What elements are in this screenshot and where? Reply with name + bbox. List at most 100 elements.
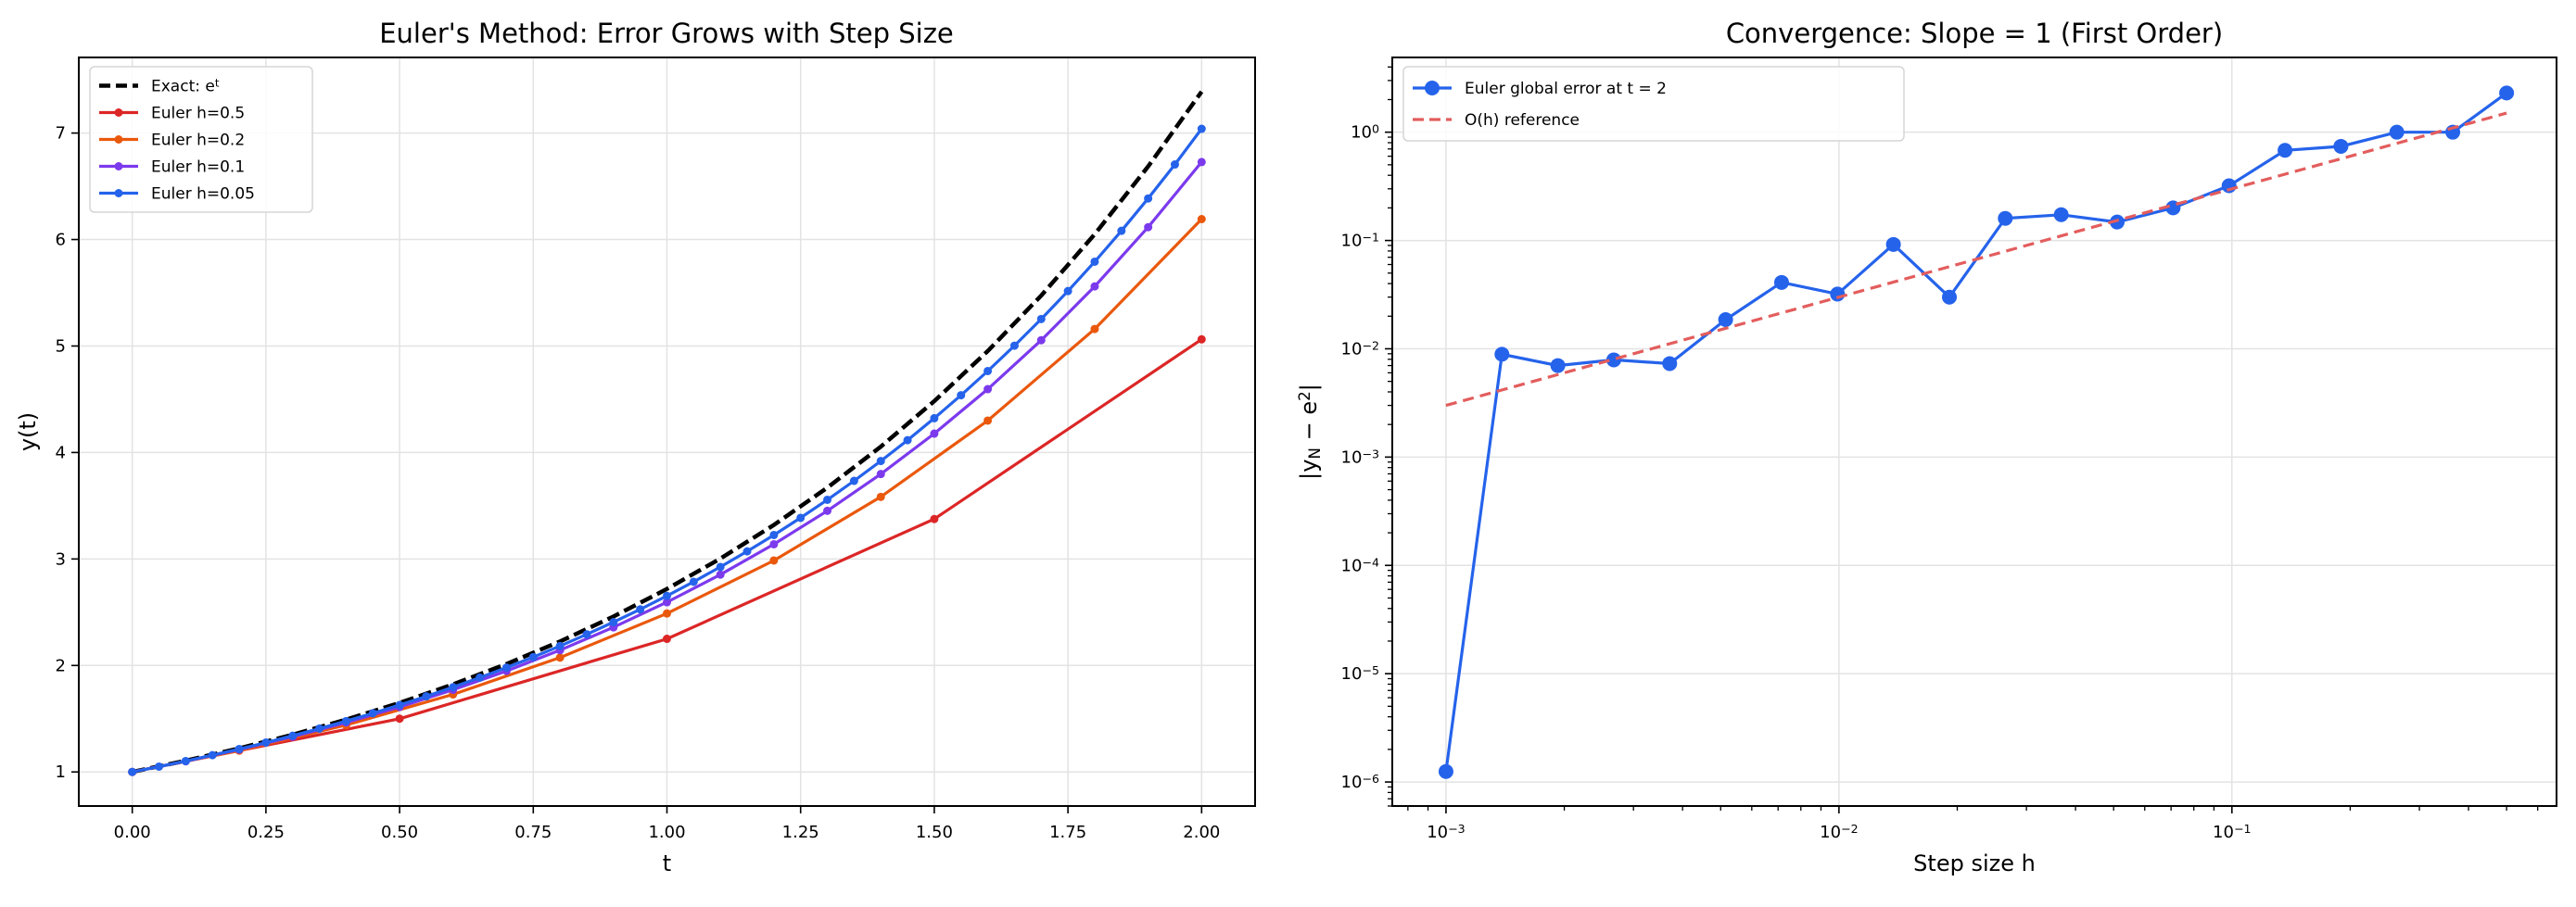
legend-label-euler-h-0-1: Euler h=0.1 [151,158,245,177]
data-point-euler-h-0-05 [1170,160,1179,170]
data-point-euler-global-error-at-t-2 [1942,289,1958,305]
y-tick-label: 3 [56,549,66,569]
y-tick-label: 4 [56,443,66,462]
data-point-euler-global-error-at-t-2 [1550,358,1566,373]
data-point-euler-h-0-05 [1144,194,1153,203]
data-point-euler-h-0-2 [1090,324,1099,334]
data-point-euler-h-0-05 [395,700,404,710]
axes-frame [78,57,1256,807]
data-point-euler-h-0-5 [930,514,939,523]
x-tick-label: 10−3 [1427,822,1465,842]
legend-marker-euler-h-0-05 [114,189,123,197]
legend-marker-euler-h-0-5 [114,108,123,117]
data-point-euler-h-0-2 [983,416,993,425]
data-point-euler-h-0-05 [689,577,698,586]
data-point-euler-global-error-at-t-2 [1605,352,1621,368]
data-point-euler-h-0-05 [582,630,591,639]
data-point-euler-h-0-1 [716,570,725,579]
legend-marker-euler-global-error-at-t-2 [1425,81,1440,95]
left-chart-title: Euler's Method: Error Grows with Step Si… [379,18,954,49]
data-point-euler-h-0-05 [769,530,779,539]
data-point-euler-h-0-05 [636,605,645,614]
y-tick-label: 7 [56,124,66,144]
x-tick-label: 0.25 [247,823,285,842]
y-axis-label: |yN − e2| [1295,384,1324,480]
data-point-euler-h-0-05 [716,562,725,572]
data-point-euler-global-error-at-t-2 [1718,311,1733,327]
data-point-euler-global-error-at-t-2 [1494,346,1510,362]
y-tick-label: 2 [56,656,66,675]
data-point-euler-h-0-05 [261,737,271,747]
y-tick-label: 10−4 [1341,555,1379,575]
data-point-euler-h-0-05 [422,692,431,701]
right-chart-title: Convergence: Slope = 1 (First Order) [1726,18,2223,49]
legend-label-euler-h-0-2: Euler h=0.2 [151,132,245,150]
left-chart-euler-solutions: Euler's Method: Error Grows with Step Si… [15,18,1256,876]
legend-label-euler-global-error-at-t-2: Euler global error at t = 2 [1465,80,1667,98]
data-point-euler-h-0-05 [823,495,832,504]
x-tick-label: 2.00 [1183,823,1220,842]
legend: Euler global error at t = 2 O(h) referenc… [1402,66,1905,142]
y-tick-label: 10−6 [1341,772,1379,792]
data-point-euler-h-0-05 [288,731,298,740]
y-tick-label: 10−3 [1341,447,1379,467]
legend: Exact: et Euler h=0.5 Euler h=0.2 Euler h=0… [89,66,313,213]
data-point-euler-h-0-05 [315,724,324,733]
data-point-euler-global-error-at-t-2 [1998,210,2013,226]
data-point-euler-h-0-05 [983,366,993,375]
data-point-euler-h-0-5 [1197,334,1206,344]
y-tick-label: 10−1 [1341,230,1379,250]
y-tick-label: 1 [56,762,66,782]
legend-label-euler-h-0-5: Euler h=0.5 [151,105,245,123]
data-point-euler-h-0-05 [903,435,912,445]
y-tick-label: 6 [56,231,66,250]
data-point-euler-h-0-05 [930,413,939,422]
series-line-exact-e-t [132,90,1204,775]
data-point-euler-global-error-at-t-2 [1438,763,1453,779]
data-point-euler-h-0-1 [1090,282,1099,291]
data-point-euler-global-error-at-t-2 [1773,274,1789,290]
data-point-euler-h-0-1 [1144,222,1153,232]
data-point-euler-h-0-05 [528,652,538,661]
data-point-euler-h-0-05 [235,744,244,753]
data-point-euler-h-0-2 [769,556,779,565]
data-point-euler-h-0-05 [957,391,966,400]
data-point-euler-h-0-05 [368,709,377,718]
data-point-euler-h-0-05 [742,547,752,556]
series-line-o-h-reference [1445,111,2507,408]
x-tick-label: 1.25 [782,823,819,842]
legend-marker-euler-h-0-1 [114,162,123,170]
data-point-euler-global-error-at-t-2 [1830,286,1846,302]
data-point-euler-h-0-05 [796,513,806,523]
data-point-euler-h-0-05 [476,673,485,682]
x-tick-label: 1.50 [916,823,953,842]
data-point-euler-global-error-at-t-2 [2053,207,2069,222]
x-axis-label: t [663,850,671,876]
data-point-euler-h-0-05 [1036,314,1046,323]
legend-label-exact-e-t: Exact: et [151,77,220,96]
data-point-euler-global-error-at-t-2 [2278,143,2293,158]
data-point-euler-h-0-1 [1036,335,1046,345]
data-point-euler-h-0-2 [663,609,671,618]
axes-frame [1391,57,2557,807]
y-tick-label: 10−5 [1341,663,1379,684]
data-point-euler-h-0-05 [155,762,164,771]
data-point-euler-h-0-5 [663,635,671,644]
data-point-euler-h-0-05 [876,457,885,466]
x-tick-label: 1.75 [1049,823,1086,842]
x-tick-label: 1.00 [648,823,685,842]
data-point-euler-h-0-05 [1117,226,1126,235]
y-tick-label: 5 [56,336,66,356]
y-axis-label: y(t) [15,412,41,451]
data-point-euler-global-error-at-t-2 [2333,138,2349,154]
data-point-euler-h-0-05 [555,641,565,650]
data-point-euler-h-0-05 [208,750,217,760]
x-tick-label: 0.50 [381,823,418,842]
data-point-euler-global-error-at-t-2 [1662,356,1678,372]
y-tick-label: 10−2 [1341,338,1379,359]
data-point-euler-h-0-05 [849,476,858,485]
data-point-euler-h-0-1 [823,506,832,515]
x-axis-label: Step size h [1913,850,2036,876]
data-point-euler-h-0-5 [395,714,404,724]
